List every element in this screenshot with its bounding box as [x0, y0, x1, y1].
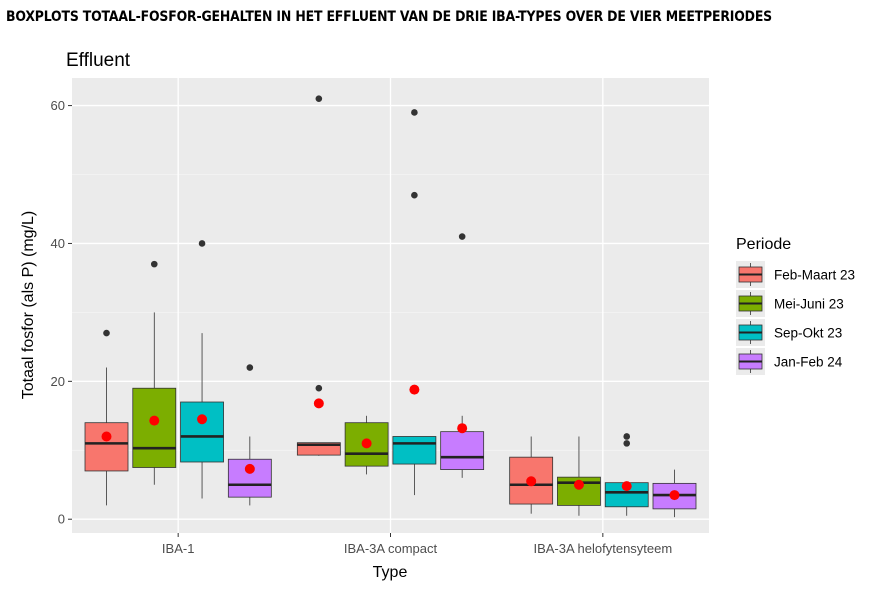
outlier-point [315, 95, 323, 102]
legend-title: Periode [736, 236, 791, 253]
legend-label: Sep-Okt 23 [774, 326, 842, 341]
mean-point [197, 414, 208, 425]
figure-title: BOXPLOTS TOTAAL-FOSFOR-GEHALTEN IN HET E… [6, 9, 773, 25]
y-axis: 0 20 40 60 [51, 98, 72, 527]
box-group [180, 240, 224, 499]
box-iqr [180, 401, 224, 463]
x-axis: IBA-1 IBA-3A compact IBA-3A helofytensytee… [162, 533, 672, 556]
mean-point [244, 463, 255, 474]
legend-item: Mei-Juni 23 [736, 290, 844, 317]
box-group [132, 260, 177, 485]
outlier-point [198, 240, 206, 247]
x-axis-label: Type [373, 564, 408, 581]
box-group [296, 95, 341, 456]
legend-item: Feb-Maart 23 [736, 261, 855, 288]
outlier-point [411, 191, 418, 199]
legend-label: Mei-Juni 23 [774, 297, 844, 312]
box-iqr [440, 431, 485, 470]
outlier-point [623, 440, 631, 447]
y-tick-label: 20 [51, 374, 65, 389]
mean-point [669, 490, 680, 501]
mean-point [573, 479, 584, 490]
y-tick-label: 60 [51, 98, 65, 113]
box-group [557, 436, 601, 516]
box-group [344, 415, 389, 475]
y-tick-label: 40 [51, 236, 65, 251]
box-group [84, 329, 129, 506]
outlier-point [150, 260, 158, 268]
outlier-point [246, 364, 254, 371]
box-iqr [227, 458, 272, 498]
legend-label: Jan-Feb 24 [774, 355, 843, 370]
mean-point [101, 431, 112, 442]
x-tick-label: IBA-1 [162, 541, 195, 556]
box-group [440, 233, 485, 478]
mean-point [409, 384, 420, 395]
mean-point [361, 438, 372, 449]
grid-lines [72, 78, 709, 533]
mean-point [621, 481, 632, 492]
legend-item: Jan-Feb 24 [736, 348, 843, 375]
mean-point [149, 415, 160, 426]
box-iqr [132, 387, 177, 468]
outlier-point [315, 384, 323, 392]
y-axis-label: Totaal fosfor (als P) (mg/L) [20, 211, 37, 400]
x-tick-label: IBA-3A helofytensyteem [533, 541, 672, 556]
box-iqr [84, 422, 129, 472]
box-group [509, 436, 554, 514]
x-tick-label: IBA-3A compact [344, 541, 438, 556]
legend: Periode Feb-Maart 23 Mei-Juni 23 Sep-Okt 23… [736, 236, 855, 375]
outlier-point [103, 329, 110, 337]
box-group [604, 433, 649, 516]
box-iqr [392, 436, 437, 465]
boxes-layer [84, 95, 697, 518]
legend-item: Sep-Okt 23 [736, 319, 842, 346]
y-tick-label: 0 [58, 512, 65, 527]
mean-point [526, 476, 537, 487]
legend-label: Feb-Maart 23 [774, 268, 855, 283]
chart-title: Effluent [66, 50, 131, 71]
mean-point [313, 398, 324, 409]
outlier-point [623, 433, 631, 440]
outlier-point [458, 233, 466, 240]
box-group [227, 364, 272, 506]
box-group [652, 469, 697, 518]
mean-point [457, 423, 468, 434]
outlier-point [411, 109, 418, 116]
box-group [392, 109, 437, 496]
